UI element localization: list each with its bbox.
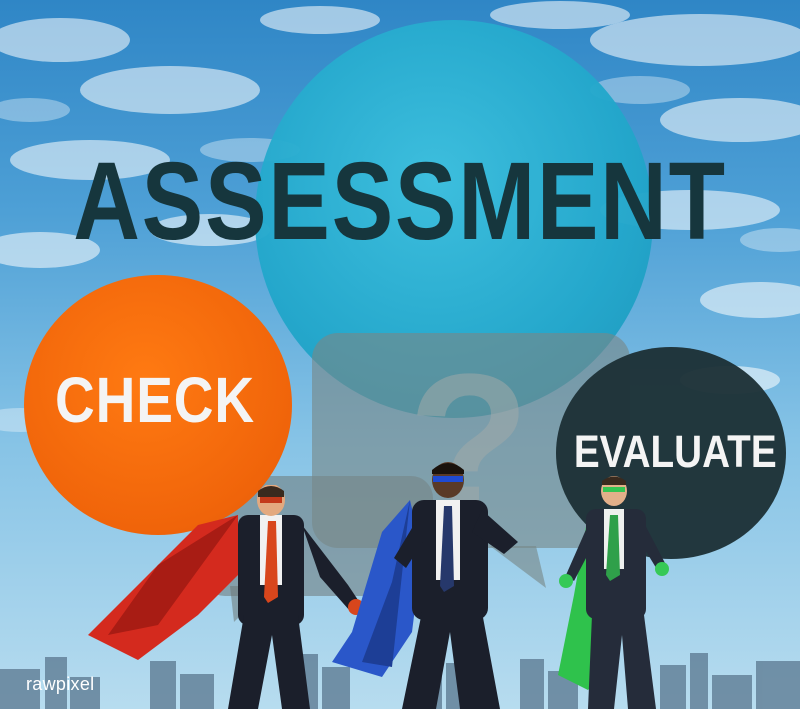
evaluate-label: EVALUATE	[573, 426, 777, 477]
assessment-heading: ASSESSMENT	[73, 140, 727, 263]
check-label: CHECK	[54, 364, 256, 436]
businessman-red-cape	[88, 485, 364, 709]
orange-speech-bubble	[24, 275, 292, 535]
businessman-green-cape	[558, 476, 669, 709]
speech-bubble-tail-right	[490, 546, 546, 588]
businessman-blue-cape	[332, 462, 518, 709]
watermark-logo: rawpixel	[26, 674, 95, 694]
